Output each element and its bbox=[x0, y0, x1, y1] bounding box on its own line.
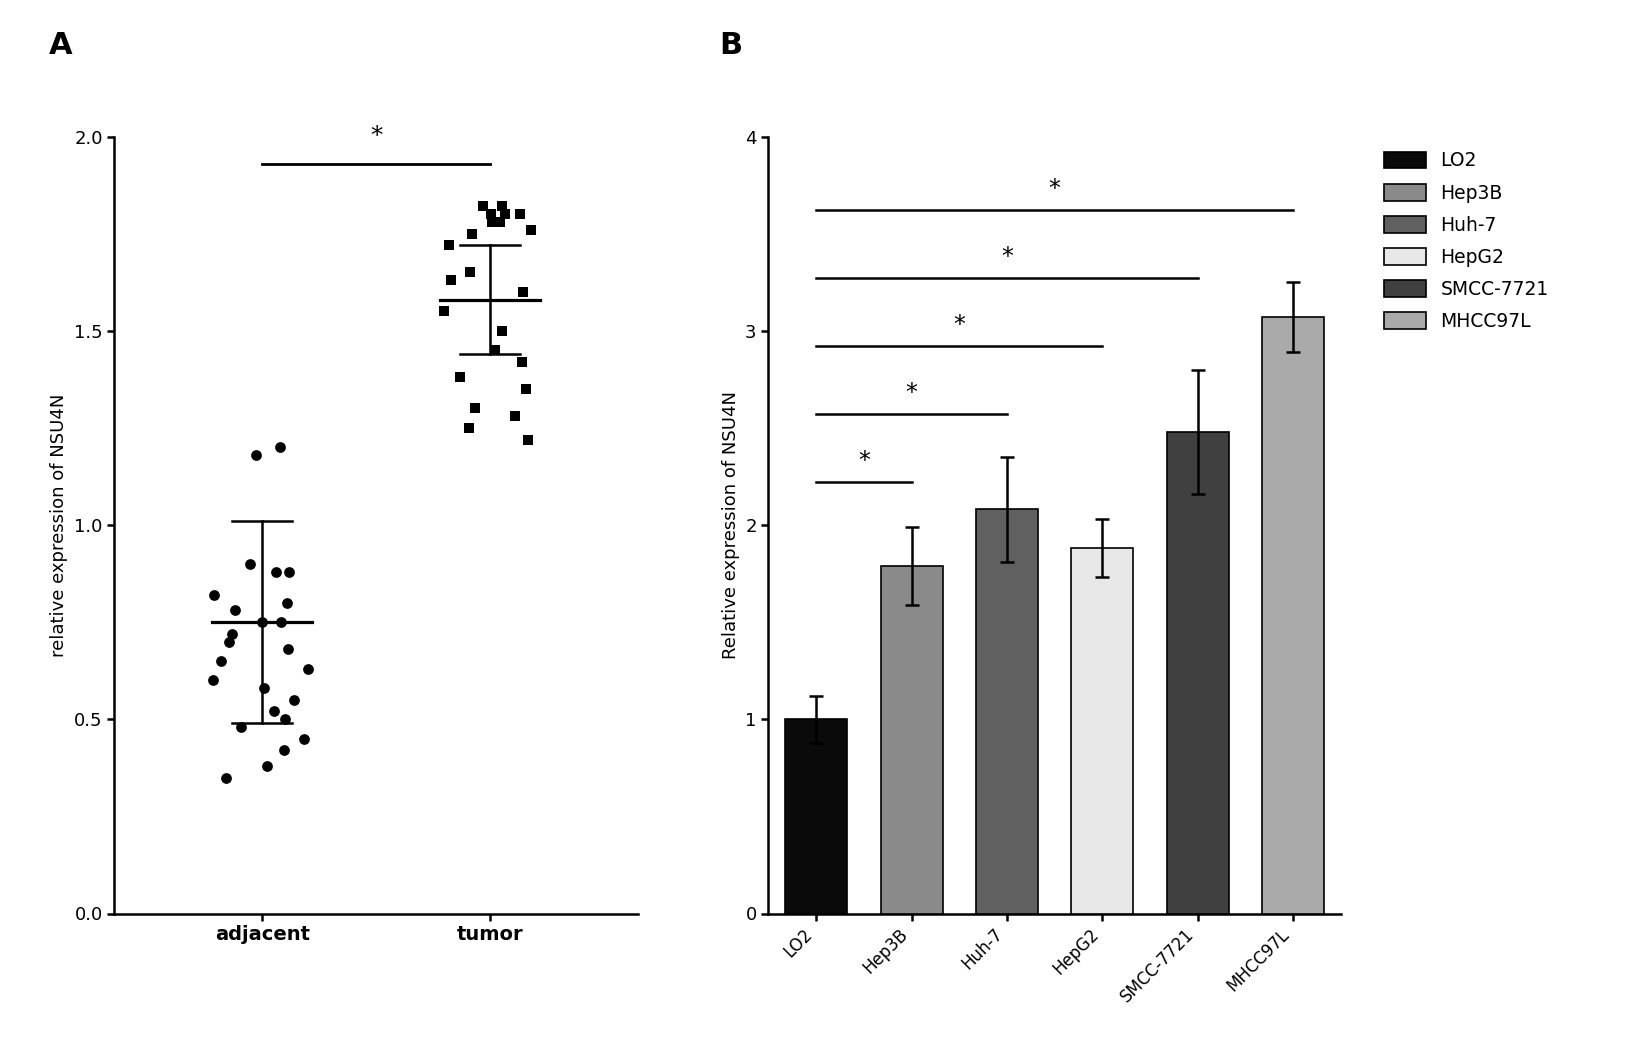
Point bbox=[291, 731, 317, 748]
Point bbox=[502, 407, 528, 424]
Point bbox=[250, 679, 276, 696]
Point bbox=[515, 432, 541, 448]
Point bbox=[214, 769, 240, 785]
Point bbox=[508, 354, 535, 371]
Text: A: A bbox=[49, 32, 72, 61]
Point bbox=[216, 633, 242, 650]
Legend: LO2, Hep3B, Huh-7, HepG2, SMCC-7721, MHCC97L: LO2, Hep3B, Huh-7, HepG2, SMCC-7721, MHC… bbox=[1378, 146, 1555, 337]
Point bbox=[510, 284, 536, 300]
Point bbox=[456, 419, 482, 437]
Point bbox=[275, 640, 301, 657]
Bar bbox=[785, 719, 847, 914]
Bar bbox=[1262, 317, 1324, 914]
Point bbox=[253, 757, 280, 774]
Point bbox=[249, 613, 275, 630]
Point bbox=[438, 272, 464, 289]
Point bbox=[276, 563, 302, 580]
Point bbox=[507, 206, 533, 223]
Point bbox=[201, 587, 227, 604]
Point bbox=[446, 369, 473, 385]
Point bbox=[458, 226, 484, 243]
Point bbox=[294, 660, 320, 677]
Text: B: B bbox=[719, 32, 742, 61]
Bar bbox=[1167, 432, 1228, 914]
Point bbox=[432, 302, 458, 319]
Point bbox=[260, 704, 286, 720]
Text: *: * bbox=[370, 124, 383, 148]
Point bbox=[237, 555, 263, 572]
Point bbox=[229, 718, 255, 735]
Point bbox=[471, 198, 497, 215]
Point bbox=[271, 711, 298, 728]
Point bbox=[435, 237, 461, 254]
Point bbox=[512, 380, 538, 397]
Point bbox=[244, 446, 270, 463]
Point bbox=[487, 213, 513, 230]
Text: *: * bbox=[858, 448, 870, 472]
Point bbox=[267, 439, 293, 456]
Point bbox=[489, 198, 515, 215]
Point bbox=[199, 672, 226, 689]
Point bbox=[222, 602, 249, 618]
Bar bbox=[1071, 548, 1133, 914]
Point bbox=[275, 594, 301, 611]
Text: *: * bbox=[906, 380, 917, 404]
Point bbox=[208, 652, 234, 670]
Point bbox=[456, 265, 482, 281]
Point bbox=[492, 206, 518, 223]
Point bbox=[271, 742, 298, 759]
Text: *: * bbox=[1048, 176, 1061, 201]
Point bbox=[263, 563, 289, 580]
Point bbox=[219, 626, 245, 643]
Point bbox=[481, 342, 507, 359]
Point bbox=[479, 213, 505, 230]
Bar bbox=[976, 509, 1038, 914]
Bar bbox=[881, 566, 942, 914]
Text: *: * bbox=[953, 313, 965, 337]
Text: *: * bbox=[1001, 245, 1012, 269]
Y-axis label: relative expression of NSU4N: relative expression of NSU4N bbox=[51, 394, 69, 656]
Point bbox=[477, 206, 504, 223]
Y-axis label: Relative expression of NSU4N: Relative expression of NSU4N bbox=[721, 391, 739, 659]
Point bbox=[518, 222, 544, 238]
Point bbox=[268, 613, 294, 630]
Point bbox=[489, 322, 515, 339]
Point bbox=[281, 691, 307, 708]
Point bbox=[461, 400, 487, 417]
